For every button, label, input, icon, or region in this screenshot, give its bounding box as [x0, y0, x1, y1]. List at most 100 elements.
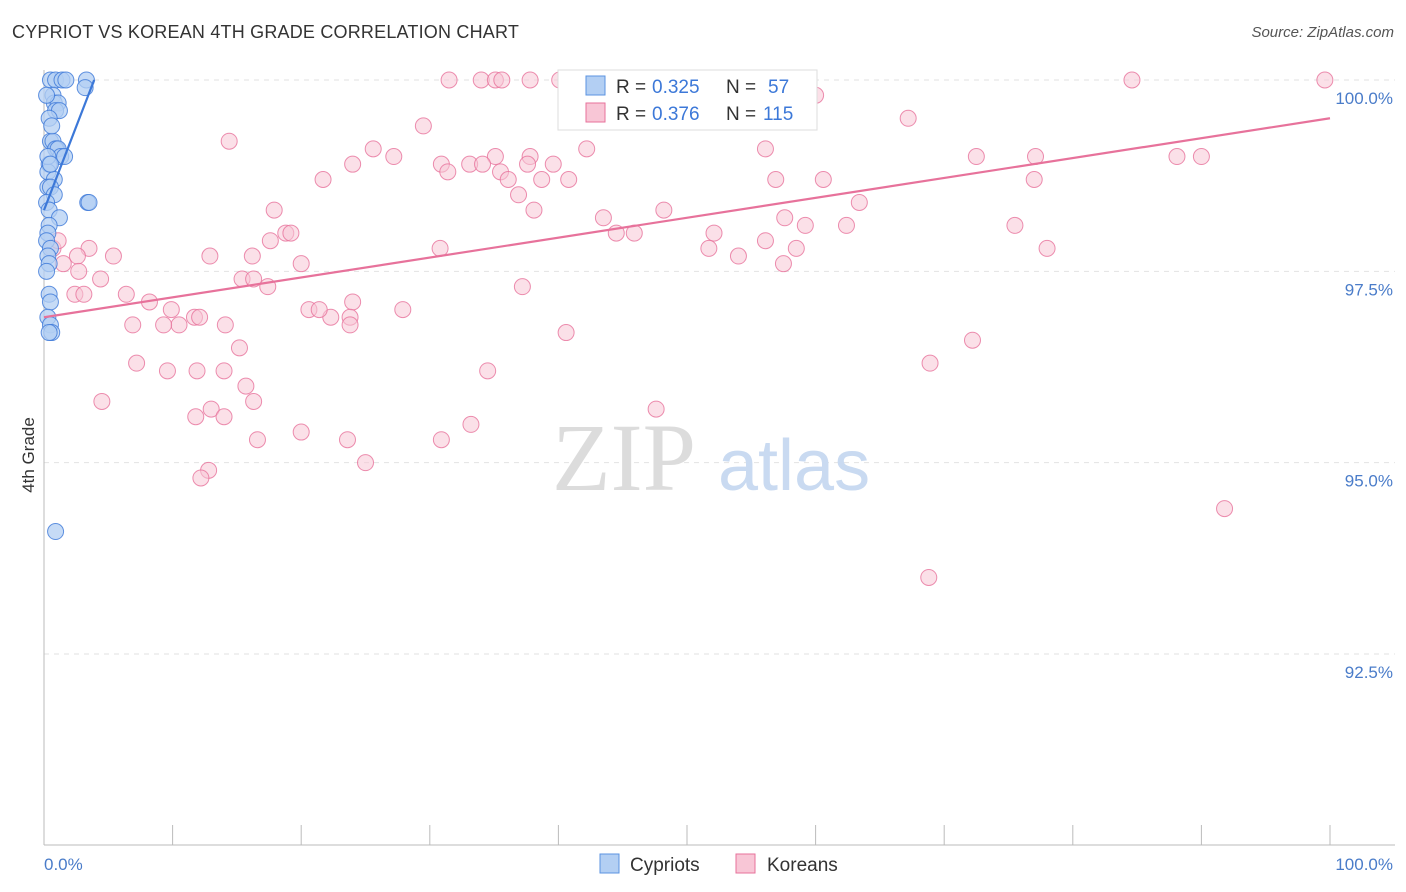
- korean-point-77: [162, 301, 180, 319]
- korean-point-111: [357, 454, 374, 472]
- korean-point-21: [967, 148, 985, 166]
- legend-swatch-koreans: [585, 102, 606, 123]
- korean-point-92: [230, 339, 248, 357]
- cypriot-point-3: [57, 71, 75, 89]
- y-tick-label-0: 100.0%: [1335, 89, 1393, 108]
- korean-point-40: [510, 186, 528, 204]
- korean-point-9: [1123, 71, 1141, 89]
- korean-point-57: [431, 239, 449, 257]
- gridlines: [44, 79, 1395, 655]
- korean-point-73: [75, 285, 93, 303]
- cypriot-point-27: [80, 193, 98, 211]
- korean-point-68: [245, 270, 263, 288]
- korean-point-74: [117, 285, 135, 303]
- korean-point-103: [647, 400, 665, 418]
- korean-point-3: [493, 71, 511, 89]
- korean-point-88: [341, 316, 359, 334]
- chart-title: CYPRIOT VS KOREAN 4TH GRADE CORRELATION …: [12, 22, 520, 42]
- cypriot-point-36: [38, 262, 56, 280]
- korean-point-23: [1168, 148, 1186, 166]
- korean-point-69: [92, 270, 110, 288]
- legend-swatch-cypriots: [585, 75, 606, 96]
- korean-point-13: [414, 117, 432, 135]
- korean-point-113: [192, 469, 210, 487]
- korean-point-97: [158, 362, 176, 380]
- korean-point-24: [1192, 148, 1210, 166]
- korean-point-95: [215, 362, 233, 380]
- korean-point-25: [344, 155, 362, 173]
- korean-point-84: [191, 308, 209, 326]
- korean-point-41: [850, 193, 868, 211]
- korean-point-76: [344, 293, 362, 311]
- korean-point-102: [202, 400, 220, 418]
- korean-point-16: [578, 140, 596, 158]
- korean-point-28: [474, 155, 492, 173]
- cypriot-point-42: [40, 324, 58, 342]
- korean-point-47: [796, 216, 814, 234]
- korean-point-18: [385, 148, 403, 166]
- korean-point-66: [70, 262, 88, 280]
- korean-point-119: [1038, 239, 1056, 257]
- korean-point-63: [243, 247, 261, 265]
- korean-point-43: [525, 201, 543, 219]
- korean-point-115: [920, 568, 938, 586]
- korean-point-19: [486, 148, 504, 166]
- korean-point-98: [479, 362, 497, 380]
- korean-point-96: [921, 354, 939, 372]
- korean-point-38: [814, 170, 832, 188]
- korean-point-85: [124, 316, 142, 334]
- korean-point-31: [439, 163, 457, 181]
- korean-point-54: [756, 232, 774, 250]
- korean-point-109: [432, 431, 450, 449]
- korean-point-37: [767, 170, 785, 188]
- stats-legend: R = 0.325 N = 57 R = 0.376 N = 115: [557, 69, 818, 131]
- korean-point-15: [364, 140, 382, 158]
- bottom-legend-label-cypriots: Cypriots: [630, 855, 700, 876]
- korean-point-50: [282, 224, 300, 242]
- korean-point-80: [394, 301, 412, 319]
- series-cypriots: [38, 71, 98, 541]
- source-label: Source: ZipAtlas.com: [1251, 24, 1394, 41]
- korean-point-36: [560, 170, 578, 188]
- korean-point-89: [216, 316, 234, 334]
- watermark-zip: ZIP: [552, 404, 696, 511]
- korean-point-114: [1216, 500, 1234, 518]
- korean-point-30: [544, 155, 562, 173]
- korean-point-42: [265, 201, 283, 219]
- korean-trendline: [43, 117, 1331, 319]
- korean-point-60: [68, 247, 86, 265]
- korean-point-105: [215, 408, 233, 426]
- legend-r-label-1: R =: [616, 104, 646, 125]
- korean-point-120: [292, 255, 310, 273]
- bottom-legend-swatch-cypriots: [599, 853, 620, 874]
- legend-r-label-0: R =: [616, 77, 646, 98]
- cypriot-point-38: [41, 293, 59, 311]
- korean-point-64: [729, 247, 747, 265]
- korean-point-33: [314, 170, 332, 188]
- korean-point-58: [700, 239, 718, 257]
- korean-point-100: [245, 392, 263, 410]
- series-koreans: [44, 71, 1334, 586]
- korean-point-29: [519, 155, 537, 173]
- korean-point-0: [440, 71, 458, 89]
- korean-point-94: [188, 362, 206, 380]
- korean-point-10: [1316, 71, 1334, 89]
- korean-point-35: [533, 170, 551, 188]
- korean-point-87: [155, 316, 173, 334]
- korean-point-106: [462, 415, 480, 433]
- korean-point-17: [756, 140, 774, 158]
- korean-point-107: [292, 423, 310, 441]
- korean-point-62: [201, 247, 219, 265]
- korean-point-65: [774, 255, 792, 273]
- y-tick-label-2: 95.0%: [1345, 472, 1393, 491]
- korean-point-91: [963, 331, 981, 349]
- korean-point-81: [310, 301, 328, 319]
- x-tick-label-0: 0.0%: [44, 855, 83, 874]
- korean-point-123: [54, 255, 72, 273]
- korean-point-44: [655, 201, 673, 219]
- legend-n-label-0: N =: [726, 77, 756, 98]
- korean-point-4: [521, 71, 539, 89]
- korean-point-48: [837, 216, 855, 234]
- y-axis-title: 4th Grade: [19, 417, 38, 493]
